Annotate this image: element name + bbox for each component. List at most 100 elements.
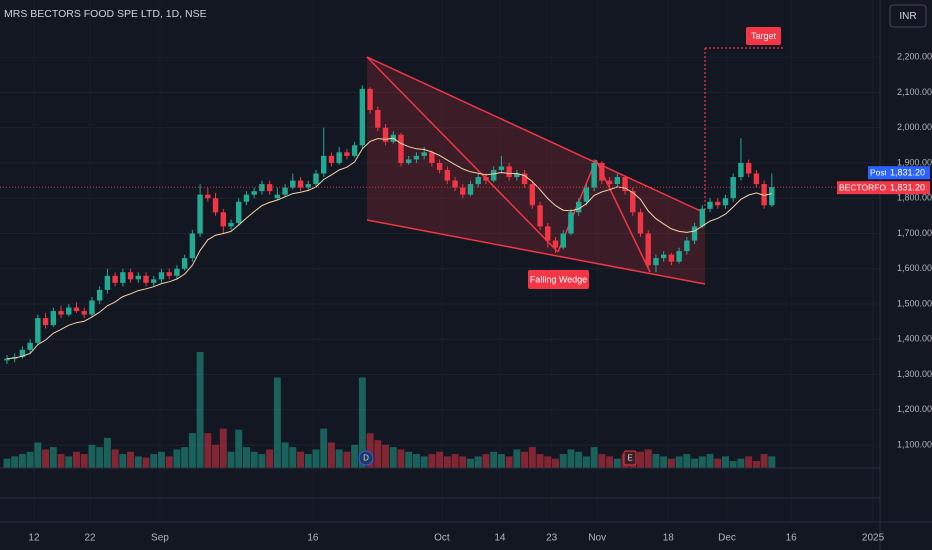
candle-body xyxy=(676,251,682,262)
volume-bar xyxy=(88,444,96,468)
symbol-label: BECTORFOOD xyxy=(839,182,899,192)
candle-body xyxy=(637,212,644,234)
wedge-fill xyxy=(367,57,705,284)
last-price-box xyxy=(886,181,930,195)
candle-body xyxy=(359,88,366,146)
volume-bar xyxy=(242,447,250,468)
volume-bar xyxy=(590,447,598,468)
currency-button[interactable] xyxy=(889,4,927,28)
candle-body xyxy=(452,180,458,188)
volume-bar xyxy=(412,454,420,468)
candle-body xyxy=(707,201,713,209)
event-label[interactable]: D xyxy=(363,454,369,463)
volume-bar xyxy=(536,454,544,468)
volume-bar xyxy=(467,458,474,468)
candle-body xyxy=(529,184,536,206)
volume-bar xyxy=(165,456,173,468)
candle-body xyxy=(35,318,41,343)
volume-bar xyxy=(96,447,104,468)
event-marker[interactable] xyxy=(358,450,374,466)
candle-body xyxy=(328,155,335,163)
candle-body xyxy=(321,155,327,174)
candle-body xyxy=(521,173,528,185)
volume-bar xyxy=(637,451,644,468)
volume-bar xyxy=(420,456,428,468)
volume-bar xyxy=(103,437,111,468)
candle-body xyxy=(552,240,559,248)
candle-body xyxy=(753,173,760,185)
volume-bar xyxy=(528,447,536,468)
candle-body xyxy=(606,180,613,185)
volume-bar xyxy=(482,454,490,468)
axes: 1,100.00 1,200.00 1,300.00 1,400.00 1,500.00… xyxy=(28,52,932,544)
x-tick-label: Dec xyxy=(718,533,736,544)
volume-bar xyxy=(521,451,529,468)
volume-bar xyxy=(227,451,235,468)
x-tick-label: Oct xyxy=(434,533,450,544)
volume-bar xyxy=(134,456,142,468)
candle-body xyxy=(290,180,296,188)
candle-body xyxy=(560,233,566,248)
candle-body xyxy=(514,173,520,178)
y-tick-label: 2,000.00 xyxy=(897,122,932,132)
volume-bar xyxy=(173,449,181,468)
volume-bar xyxy=(297,451,305,468)
volume-bar xyxy=(745,456,753,468)
candle-body xyxy=(220,212,226,227)
post-label: Post xyxy=(870,167,888,177)
annotation-box xyxy=(746,27,781,45)
candle-body xyxy=(4,358,10,361)
event-marker[interactable] xyxy=(623,450,637,466)
candle-body xyxy=(398,134,404,163)
y-tick-label: 1,100.00 xyxy=(897,439,932,449)
wedge-leg xyxy=(366,56,559,253)
volume-bar xyxy=(683,454,691,468)
moving-average xyxy=(6,137,772,360)
volume-bar xyxy=(343,451,351,468)
y-tick-label: 1,700.00 xyxy=(897,228,932,238)
candle-body xyxy=(282,187,288,195)
candle-body xyxy=(745,162,752,174)
currency[interactable]: INR xyxy=(899,11,916,22)
candle-body xyxy=(259,184,265,192)
candle-body xyxy=(506,166,512,178)
candle-body xyxy=(382,127,389,142)
wedge-drawing: Falling Wedge Target xyxy=(366,27,783,289)
candle-body xyxy=(104,275,111,290)
candle-body xyxy=(444,169,451,181)
candle-body xyxy=(274,194,281,199)
volume-bar xyxy=(505,456,513,468)
candle-body xyxy=(537,205,543,227)
volume-bar xyxy=(73,451,80,468)
volume-bar xyxy=(428,454,436,468)
volume-bar xyxy=(312,449,320,468)
candle-body xyxy=(599,162,605,181)
volume-bar xyxy=(65,456,73,468)
y-tick-label: 1,200.00 xyxy=(897,404,932,414)
candle-body xyxy=(66,307,72,315)
volume-bar xyxy=(150,454,158,468)
volume-bar xyxy=(760,454,768,468)
y-tick-label: 1,500.00 xyxy=(897,298,932,308)
volume-bar xyxy=(405,451,413,468)
volume-bar xyxy=(57,454,65,468)
candle-body xyxy=(575,201,582,213)
candle-body xyxy=(769,187,775,206)
volume-bar xyxy=(212,444,220,468)
volume-bar xyxy=(335,449,343,468)
volume-bar xyxy=(3,458,11,468)
wedge-leg xyxy=(595,159,651,273)
volume-bar xyxy=(575,451,583,468)
event-label[interactable]: E xyxy=(627,454,632,463)
volume-bar xyxy=(351,444,359,468)
candle-body xyxy=(367,88,373,111)
candle-body xyxy=(112,275,118,283)
volume-bar xyxy=(250,451,258,468)
volume-bar xyxy=(119,454,127,468)
volume-bar xyxy=(691,458,699,468)
candle-body xyxy=(236,201,242,223)
candle-body xyxy=(189,233,196,259)
y-tick-label: 1,300.00 xyxy=(897,369,932,379)
